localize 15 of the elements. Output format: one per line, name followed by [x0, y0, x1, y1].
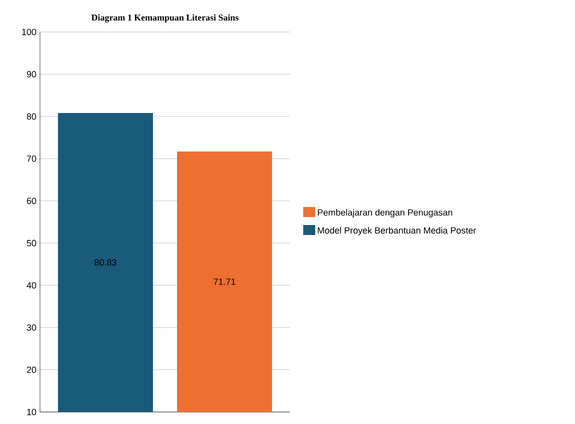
y-tick-label: 70 [26, 155, 36, 162]
y-tick-label: 20 [26, 366, 36, 373]
y-tick-label: 100 [22, 28, 36, 36]
data-label: 71.71 [214, 278, 236, 285]
legend-label: Pembelajaran dengan Penugasan [318, 209, 452, 218]
y-tick-label: 50 [26, 240, 36, 246]
y-tick-label: 60 [26, 198, 36, 204]
legend-label: Model Proyek Berbantuan Media Poster [318, 226, 476, 236]
y-tick-label: 30 [26, 324, 36, 331]
y-tick-label: 10 [27, 408, 36, 416]
y-tick-label: 90 [26, 71, 36, 78]
data-label: 80.83 [94, 259, 116, 266]
y-tick-label: 80 [26, 113, 36, 120]
y-tick-label: 40 [26, 282, 36, 289]
chart-title: Diagram 1 Kemampuan Literasi Sains [91, 14, 239, 23]
